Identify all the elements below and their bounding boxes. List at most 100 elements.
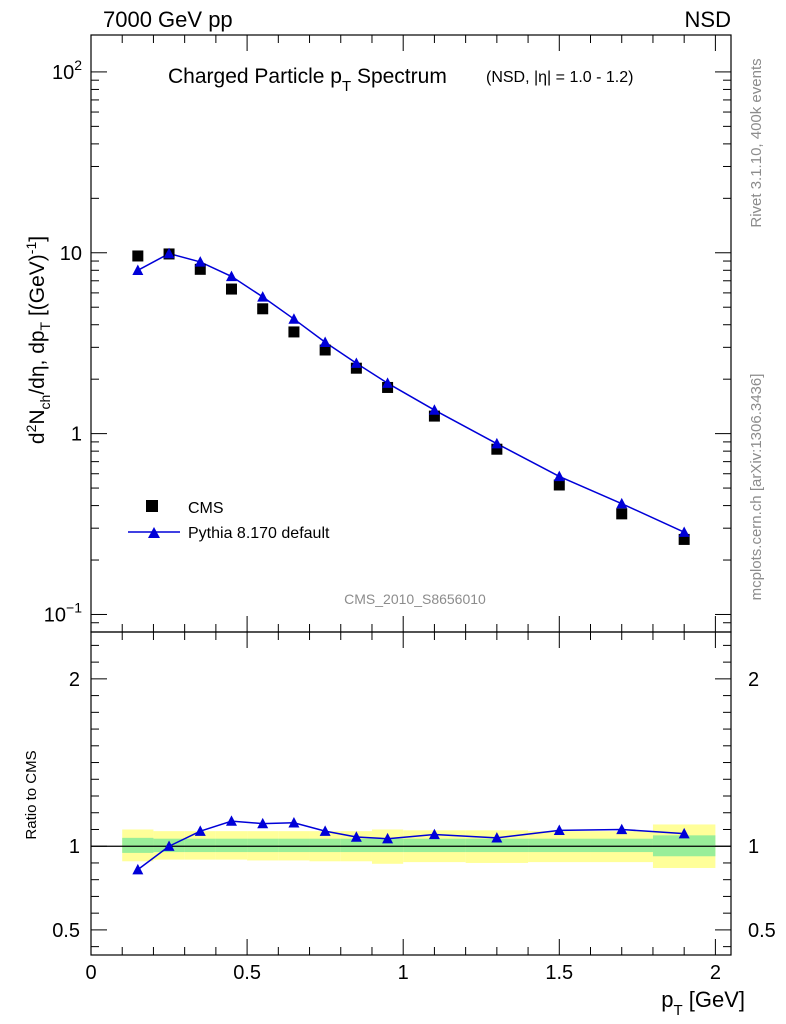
tick-exponent: 2 [74,57,82,73]
cms-point [225,283,237,295]
pythia-point [163,247,175,259]
band-inner-7 [340,838,372,853]
tick-base: 10 [60,243,82,265]
tick-base: 10 [52,62,74,84]
main-axis-ticks [90,35,731,633]
ratio-y-tick-label-right: 0.5 [748,920,776,942]
pythia-point [382,377,394,388]
ratio-point [132,863,144,875]
ratio-axis-ticks [90,632,731,955]
band-inner-11 [528,838,591,853]
cms-point [428,410,440,422]
pythia-point [225,270,237,282]
legend-cms-marker [146,500,158,512]
x-tick-label: 1 [398,962,409,984]
cms-point [194,263,206,275]
ratio-line [137,820,685,871]
legend-cms-label: CMS [188,500,224,517]
cms-point [616,508,628,520]
x-tick-labels: 0 0.5 1 1.5 2 [85,962,721,984]
rivet-version-label: Rivet 3.1.10, 400k events [748,58,765,227]
pythia-point [257,291,269,302]
ratio-point [225,815,237,826]
x-tick-label: 1.5 [545,962,573,984]
pythia-point [319,336,331,347]
chart-subtitle: (NSD, |η| = 1.0 - 1.2) [486,69,633,86]
legend-pythia-marker [148,527,160,538]
ratio-y-tick-label-right: 1 [748,836,759,858]
ratio-y-tick-label-left: 0.5 [52,920,80,942]
band-inner-5 [278,838,310,853]
main-y-axis-label: d2Nch/dη, dpT [(GeV)-1] [23,236,53,444]
ratio-y-axis-label: Ratio to CMS [23,750,40,839]
cms-point [288,326,300,338]
ratio-point [491,832,503,843]
header-left: 7000 GeV pp [103,7,233,32]
cms-point [132,250,144,262]
ratio-y-tick-labels: 0.5 0.5 1 1 2 2 [52,669,776,942]
band-inner-4 [247,838,279,853]
main-y-tick-label: 1 [71,424,82,446]
band-inner-2 [184,838,216,853]
ratio-point [350,831,362,842]
band-inner-12 [590,838,653,853]
ratio-point [553,824,565,835]
ratio-point [194,825,206,836]
ratio-y-tick-label-left: 1 [69,836,80,858]
main-plot-frame [90,34,732,633]
chart-title: Charged Particle pT Spectrum [168,65,447,95]
ratio-point [163,840,175,851]
band-inner-10 [465,838,529,853]
pythia-series-line [137,252,685,533]
pythia-series-markers [132,247,690,537]
pythia-point [288,313,300,324]
ratio-series [132,815,690,875]
band-inner-9 [403,838,466,853]
ratio-point [428,828,440,840]
cms-point [319,344,331,356]
main-y-tick-label: 10−1 [44,599,82,626]
ratio-point [382,832,394,844]
pythia-point [428,404,440,415]
mcplots-source-label: mcplots.cern.ch [arXiv:1306.3436] [748,374,765,601]
band-inner-3 [215,838,248,853]
cms-point [553,479,565,491]
ratio-uncertainty-bands [91,824,731,868]
ratio-y-tick-label-right: 2 [748,669,759,691]
x-tick-label: 0 [85,962,96,984]
pythia-line [137,252,685,533]
x-tick-label: 0.5 [233,962,261,984]
analysis-watermark: CMS_2010_S8656010 [344,591,486,607]
cms-point [491,443,503,455]
ratio-point [257,817,269,829]
tick-base: 10 [44,604,66,626]
ratio-point [616,823,628,835]
pythia-point [350,357,362,368]
ratio-point [319,825,331,836]
ratio-point [288,817,300,828]
band-inner-6 [309,838,341,853]
ratio-point [678,827,690,839]
ratio-y-tick-label-left: 2 [69,669,80,691]
pythia-point [132,264,144,275]
pythia-point [491,437,503,449]
header-right: NSD [685,7,731,32]
x-axis-label: pT [GeV] [661,987,745,1019]
pythia-point [553,470,565,482]
pythia-point [616,497,628,509]
pythia-point [194,256,206,267]
tick-exponent: −1 [66,599,82,615]
main-y-tick-label: 102 [52,57,82,84]
x-tick-label: 2 [710,962,721,984]
main-y-tick-label: 10 [60,243,82,265]
legend-pythia-label: Pythia 8.170 default [188,525,330,542]
pythia-point [678,526,690,537]
cms-point [350,362,362,374]
tick-base: 1 [71,424,82,446]
band-inner-0 [122,837,154,853]
band-inner-8 [371,838,404,853]
cms-point [257,303,269,315]
ratio-plot-frame [90,631,732,956]
